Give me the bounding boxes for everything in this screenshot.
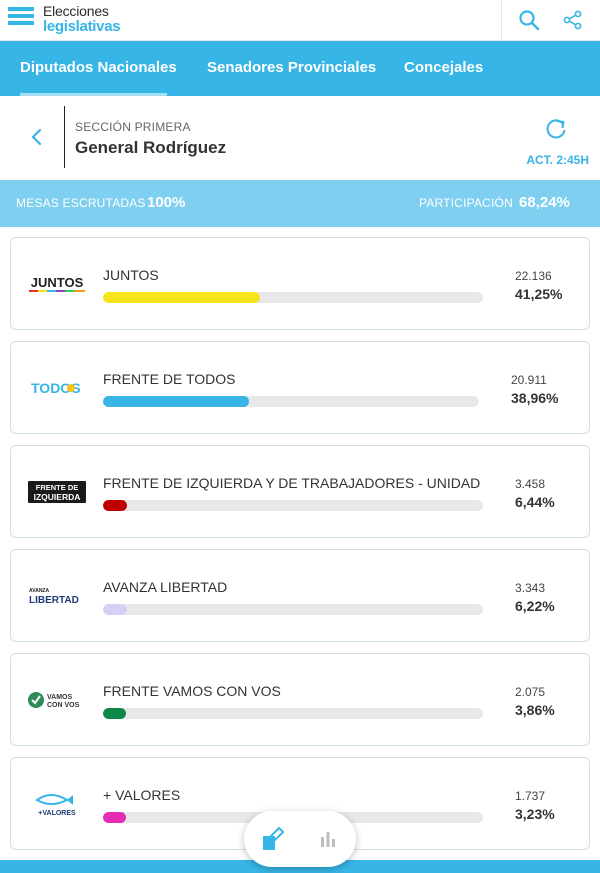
party-name: FRENTE DE IZQUIERDA Y DE TRABAJADORES - … <box>103 475 481 491</box>
tab-concejales[interactable]: Concejales <box>404 59 484 76</box>
ballot-box-icon <box>263 826 285 850</box>
todos-logo: TODOS <box>27 370 87 406</box>
search-button[interactable] <box>514 6 544 34</box>
view-switcher <box>244 811 356 867</box>
last-update-label: ACT. 2:45H <box>526 153 589 167</box>
vote-bar-fill <box>103 708 126 719</box>
vote-count: 3.458 <box>515 477 546 491</box>
participation-label: PARTICIPACIÓN <box>419 196 513 210</box>
result-card-frente-de-todos[interactable]: TODOS FRENTE DE TODOS 20.911 38,96% <box>10 341 590 434</box>
avanza-libertad-logo: AVANZA LIBERTAD <box>27 578 87 614</box>
result-card-frente-de-izquierda[interactable]: FRENTE DE IZQUIERDA FRENTE DE IZQUIERDA … <box>10 445 590 538</box>
logo-line-1: Elecciones <box>43 3 109 19</box>
vote-bar-fill <box>103 500 128 511</box>
vote-percentage: 3,23% <box>515 806 555 822</box>
fit-logo: FRENTE DE IZQUIERDA <box>27 474 87 510</box>
chevron-left-icon <box>31 128 42 146</box>
party-name: AVANZA LIBERTAD <box>103 579 228 595</box>
svg-text:LIBERTAD: LIBERTAD <box>29 595 79 606</box>
svg-text:+VALORES: +VALORES <box>38 810 76 817</box>
search-icon <box>519 10 540 31</box>
vamos-con-vos-logo: VAMOS CON VOS <box>27 682 87 718</box>
flag-logo-icon <box>8 7 34 29</box>
share-icon <box>563 10 582 30</box>
share-button[interactable] <box>558 6 588 34</box>
juntos-logo: JUNTOS <box>27 266 87 302</box>
party-name: + VALORES <box>103 787 181 803</box>
logo-line-2: legislativas <box>43 18 121 35</box>
svg-text:TODOS: TODOS <box>31 380 81 396</box>
section-divider <box>64 106 65 168</box>
vote-bar-fill <box>103 604 127 615</box>
vote-bar-fill <box>103 396 250 407</box>
tab-diputados-nacionales[interactable]: Diputados Nacionales <box>20 59 177 76</box>
svg-text:IZQUIERDA: IZQUIERDA <box>34 492 81 502</box>
vote-count: 20.911 <box>511 373 547 387</box>
header-divider <box>501 0 502 41</box>
refresh-button[interactable] <box>543 116 569 142</box>
party-name: FRENTE DE TODOS <box>103 371 236 387</box>
tab-senadores-provinciales[interactable]: Senadores Provinciales <box>207 59 377 76</box>
mesas-value: 100% <box>147 194 186 211</box>
svg-text:CON VOS: CON VOS <box>47 702 80 709</box>
refresh-icon <box>546 119 566 139</box>
result-card-vamos-con-vos[interactable]: VAMOS CON VOS FRENTE VAMOS CON VOS 2.075… <box>10 653 590 746</box>
result-card-avanza-libertad[interactable]: AVANZA LIBERTAD AVANZA LIBERTAD 3.343 6,… <box>10 549 590 642</box>
svg-text:FRENTE DE: FRENTE DE <box>36 483 79 492</box>
party-name: JUNTOS <box>103 267 159 283</box>
svg-text:VAMOS: VAMOS <box>47 694 72 701</box>
stats-band: MESAS ESCRUTADAS 100% PARTICIPACIÓN 68,2… <box>0 180 600 227</box>
category-tabs: Diputados Nacionales Senadores Provincia… <box>0 41 600 96</box>
vote-percentage: 3,86% <box>515 702 555 718</box>
app-logo: Elecciones legislativas <box>43 3 121 35</box>
vote-bar-fill <box>103 812 126 823</box>
vote-percentage: 6,22% <box>515 598 555 614</box>
vote-count: 3.343 <box>515 581 546 595</box>
vote-bar-fill <box>103 292 260 303</box>
vote-bar-track <box>103 292 483 303</box>
svg-text:AVANZA: AVANZA <box>29 588 49 594</box>
vote-bar-track <box>103 708 483 719</box>
vote-bar-track <box>103 396 479 407</box>
participation-value: 68,24% <box>519 194 570 211</box>
map-view-button[interactable] <box>244 811 300 867</box>
page-title: General Rodríguez <box>75 138 227 157</box>
valores-logo: +VALORES <box>27 786 87 822</box>
active-tab-indicator <box>20 93 167 96</box>
vote-bar-track <box>103 500 483 511</box>
vote-count: 1.737 <box>515 789 546 803</box>
vote-count: 2.075 <box>515 685 546 699</box>
vote-bar-track <box>103 604 483 615</box>
vote-percentage: 6,44% <box>515 494 555 510</box>
top-header: Elecciones legislativas <box>0 0 600 41</box>
party-name: FRENTE VAMOS CON VOS <box>103 683 281 699</box>
vote-percentage: 41,25% <box>515 286 563 302</box>
back-button[interactable] <box>24 124 50 150</box>
mesas-label: MESAS ESCRUTADAS <box>16 196 146 210</box>
chart-view-button[interactable] <box>300 811 356 867</box>
result-card-juntos[interactable]: JUNTOS JUNTOS 22.136 41,25% <box>10 237 590 330</box>
section-kicker: SECCIÓN PRIMERA <box>75 120 191 134</box>
vote-percentage: 38,96% <box>511 390 559 406</box>
svg-text:JUNTOS: JUNTOS <box>31 275 84 290</box>
vote-count: 22.136 <box>515 269 552 283</box>
bar-chart-icon <box>321 832 335 847</box>
